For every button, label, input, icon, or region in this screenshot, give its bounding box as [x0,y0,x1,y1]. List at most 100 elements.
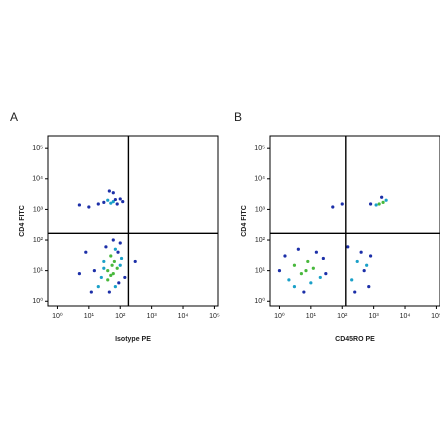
event-dot [107,290,111,294]
x-tick-label: 10¹ [84,313,95,320]
event-dot [384,198,388,202]
event-dot [318,275,322,280]
event-dot [115,266,119,270]
event-dot [84,250,88,254]
event-dot [111,238,115,242]
event-dot [133,259,137,264]
y-tick-label: 10⁰ [254,297,265,305]
x-tick-label: 10¹ [306,313,317,320]
event-dot [104,245,108,249]
x-tick-label: 10⁴ [400,313,411,320]
event-dot [118,263,122,267]
x-tick-label: 10⁵ [431,313,440,320]
event-dot [368,254,373,258]
panel-label: A [10,110,18,124]
event-dot [109,254,113,258]
x-tick-label: 10⁰ [52,312,63,320]
event-dot [121,199,125,204]
event-dot [117,281,121,285]
event-dot [380,195,384,199]
event-dot [115,202,119,206]
event-dot [350,278,354,282]
event-dot [123,275,127,280]
event-dot [107,189,111,193]
event-dot [89,290,93,294]
y-tick-label: 10² [255,237,266,244]
x-tick-label: 10⁰ [274,312,285,320]
event-dot [92,269,96,273]
event-dot [111,272,115,276]
event-dot [111,199,115,204]
event-dot [283,254,287,258]
event-dot [353,290,357,294]
y-tick-label: 10⁰ [32,297,43,305]
event-dot [299,272,303,276]
event-dot [96,202,100,206]
event-dot [109,201,113,205]
y-tick-label: 10¹ [33,267,44,274]
event-dot [314,250,318,254]
event-dot [368,202,373,206]
event-dot [296,247,300,251]
event-dot [99,275,103,280]
event-dot [367,285,371,289]
y-tick-label: 10⁴ [254,176,265,183]
event-dot [113,247,117,251]
event-dot [106,269,110,273]
x-tick-label: 10³ [147,313,158,320]
event-dot [106,278,110,282]
event-dot [110,263,114,267]
x-tick-label: 10³ [369,313,380,320]
event-dot [77,272,81,276]
plot-frame [47,135,219,307]
y-tick-label: 10³ [33,206,44,213]
event-dot [77,203,81,207]
event-dot [311,266,315,270]
plot-frame [269,135,440,307]
y-tick-label: 10² [33,237,44,244]
y-tick-label: 10⁴ [32,176,43,183]
event-dot [309,281,313,285]
x-axis-label: Isotype PE [115,336,151,343]
event-dot [118,197,122,201]
event-dot [113,285,117,289]
event-dot [359,250,363,254]
event-dot [102,266,106,270]
event-dot [302,290,306,294]
x-axis-label: CD45RO PE [335,336,375,343]
event-dot [365,263,369,267]
event-dot [116,250,120,254]
x-tick-label: 10⁴ [178,313,189,320]
event-dot [304,269,308,273]
event-dot [87,205,91,209]
event-dot [331,205,335,209]
event-dot [346,245,350,249]
event-dot [119,256,124,261]
x-tick-label: 10² [115,313,126,320]
y-tick-label: 10³ [255,206,266,213]
event-dot [109,273,113,277]
event-dot [111,191,115,195]
event-dot [377,202,381,206]
y-tick-label: 10⁵ [32,145,43,152]
event-dot [102,259,106,264]
event-dot [287,278,291,282]
event-dot [340,202,344,206]
event-dot [277,269,282,273]
event-dot [106,198,110,202]
panel-label: B [234,110,242,124]
x-tick-label: 10² [337,313,348,320]
event-dot [355,259,359,264]
event-dot [102,200,106,204]
event-dot [112,259,116,264]
event-dot [306,259,310,264]
event-dot [118,241,122,245]
event-dot [362,269,366,273]
event-dot [113,197,117,202]
event-dot [292,263,297,267]
x-tick-label: 10⁵ [209,313,220,320]
y-axis-label: CD4 FITC [241,205,248,237]
event-dot [324,272,328,276]
y-axis-label: CD4 FITC [19,205,26,237]
